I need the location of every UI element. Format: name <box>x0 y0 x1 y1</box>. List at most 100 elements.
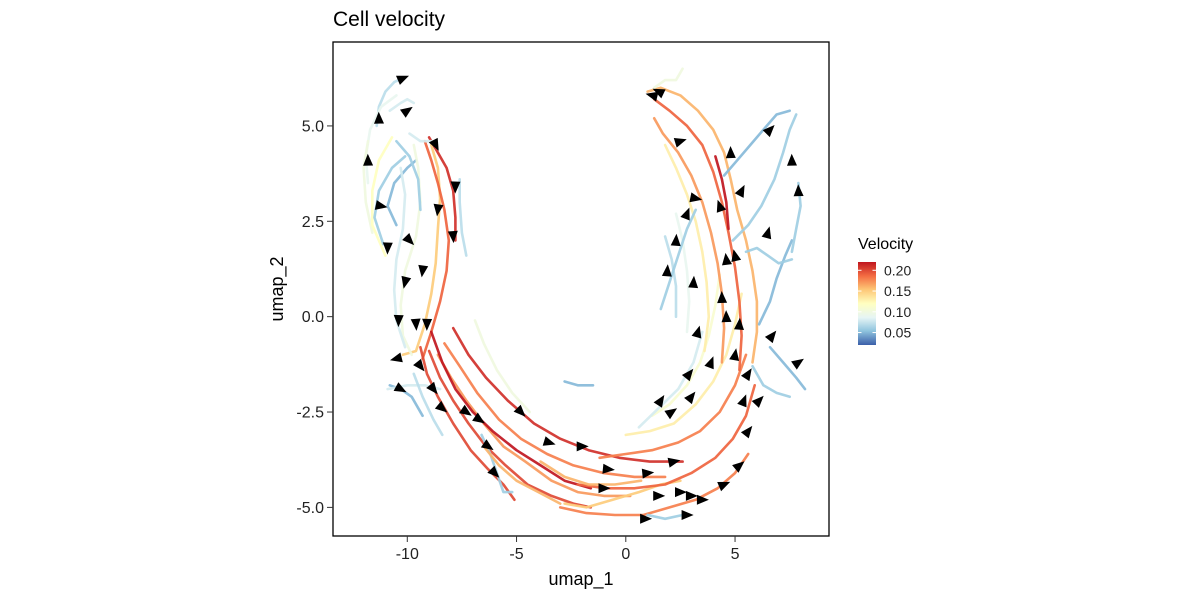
legend-tick-label: 0.10 <box>884 304 911 320</box>
velocity-arrow-56 <box>689 192 703 203</box>
velocity-arrow-42 <box>734 317 744 330</box>
velocity-arrow-0 <box>396 75 409 85</box>
streamline-44 <box>731 113 798 242</box>
streamline-38 <box>714 155 730 231</box>
x-tick-label: -5 <box>509 546 523 563</box>
velocity-arrow-9 <box>447 230 458 244</box>
velocity-arrow-1 <box>374 111 384 124</box>
velocity-arrow-43 <box>717 291 728 304</box>
arrowheads-layer <box>363 75 804 524</box>
velocity-arrow-8 <box>433 203 444 217</box>
velocity-arrow-16 <box>390 352 403 363</box>
streamline-12 <box>408 132 433 143</box>
velocity-arrow-22 <box>472 412 485 424</box>
velocity-arrow-25 <box>513 404 526 417</box>
streamline-29 <box>576 384 756 490</box>
streamline-32 <box>650 273 721 418</box>
streamline-52 <box>482 445 562 505</box>
velocity-arrow-4 <box>382 242 393 255</box>
velocity-arrow-40 <box>737 394 747 408</box>
streamline-14 <box>395 139 422 212</box>
velocity-arrow-19 <box>393 382 407 393</box>
velocity-arrow-38 <box>732 461 745 473</box>
streamline-5 <box>386 159 418 227</box>
y-tick-label: -5.0 <box>296 500 324 517</box>
velocity-arrow-31 <box>598 483 611 494</box>
velocity-arrow-60 <box>787 153 797 166</box>
streamline-50 <box>646 513 684 521</box>
velocity-arrow-35 <box>681 510 694 520</box>
velocity-arrow-18 <box>426 381 438 395</box>
legend-title: Velocity <box>858 236 913 253</box>
y-axis-title: umap_2 <box>267 256 288 321</box>
velocity-arrow-63 <box>791 358 804 370</box>
velocity-arrow-55 <box>680 207 690 221</box>
velocity-arrow-14 <box>418 264 429 278</box>
streamline-35 <box>652 97 743 372</box>
velocity-arrow-34 <box>696 494 709 505</box>
streamline-37 <box>663 143 711 353</box>
streamline-8 <box>421 139 451 360</box>
velocity-arrow-58 <box>734 184 745 198</box>
velocity-arrow-59 <box>762 125 775 138</box>
streamline-9 <box>399 143 422 357</box>
streamline-13 <box>458 178 468 257</box>
streamline-7 <box>401 143 442 357</box>
streamline-46 <box>652 67 684 90</box>
streamline-39 <box>674 212 691 334</box>
velocity-arrow-37 <box>717 481 731 492</box>
streamline-51 <box>539 460 643 486</box>
streamline-45 <box>722 109 791 177</box>
streamline-17 <box>436 353 632 498</box>
velocity-arrow-13 <box>410 318 421 331</box>
streamline-30 <box>598 353 748 460</box>
streamline-26 <box>563 380 595 387</box>
x-tick-label: 0 <box>621 546 630 563</box>
colorbar <box>858 262 876 345</box>
velocity-arrow-32 <box>653 490 666 501</box>
velocity-arrow-10 <box>402 233 415 246</box>
velocity-arrow-69 <box>673 138 687 148</box>
streamline-19 <box>451 326 684 463</box>
velocity-arrow-2 <box>363 153 374 166</box>
velocity-arrow-50 <box>664 408 678 420</box>
velocity-arrow-49 <box>684 391 696 405</box>
streamline-3 <box>371 136 394 257</box>
streamline-21 <box>430 330 593 490</box>
y-tick-label: 5.0 <box>302 118 324 135</box>
velocity-arrow-64 <box>751 395 764 408</box>
velocity-arrow-47 <box>691 325 702 339</box>
velocity-arrow-24 <box>487 465 500 478</box>
velocity-arrow-71 <box>761 226 772 240</box>
velocity-arrow-46 <box>688 275 699 289</box>
velocity-arrow-39 <box>740 425 753 439</box>
velocity-legend: Velocity 0.20 0.15 0.10 0.05 <box>858 236 913 345</box>
y-tick-label: 0.0 <box>302 309 324 326</box>
velocity-arrow-62 <box>764 330 777 344</box>
velocity-arrow-48 <box>704 356 714 370</box>
streamline-2 <box>362 139 374 234</box>
velocity-arrow-45 <box>716 199 727 213</box>
velocity-arrow-3 <box>374 200 388 210</box>
x-axis-title: umap_1 <box>548 569 613 590</box>
velocity-arrow-54 <box>670 233 681 247</box>
velocity-arrow-7 <box>450 181 461 194</box>
velocity-arrow-52 <box>681 368 694 382</box>
streamline-49 <box>768 345 807 391</box>
velocity-arrow-72 <box>721 310 732 323</box>
velocity-arrow-11 <box>401 275 412 289</box>
streamline-4 <box>373 155 407 246</box>
velocity-arrow-26 <box>542 436 556 446</box>
chart-title: Cell velocity <box>333 8 446 31</box>
velocity-arrow-70 <box>731 249 742 262</box>
streamline-34 <box>646 86 759 364</box>
streamline-31 <box>624 292 743 437</box>
velocity-arrow-65 <box>741 368 752 382</box>
velocity-arrow-5 <box>400 106 413 118</box>
velocity-arrow-51 <box>653 395 665 408</box>
streamline-18 <box>443 342 667 479</box>
velocity-arrow-21 <box>459 404 472 416</box>
x-tick-label: 5 <box>731 546 740 563</box>
streamline-48 <box>751 364 791 399</box>
